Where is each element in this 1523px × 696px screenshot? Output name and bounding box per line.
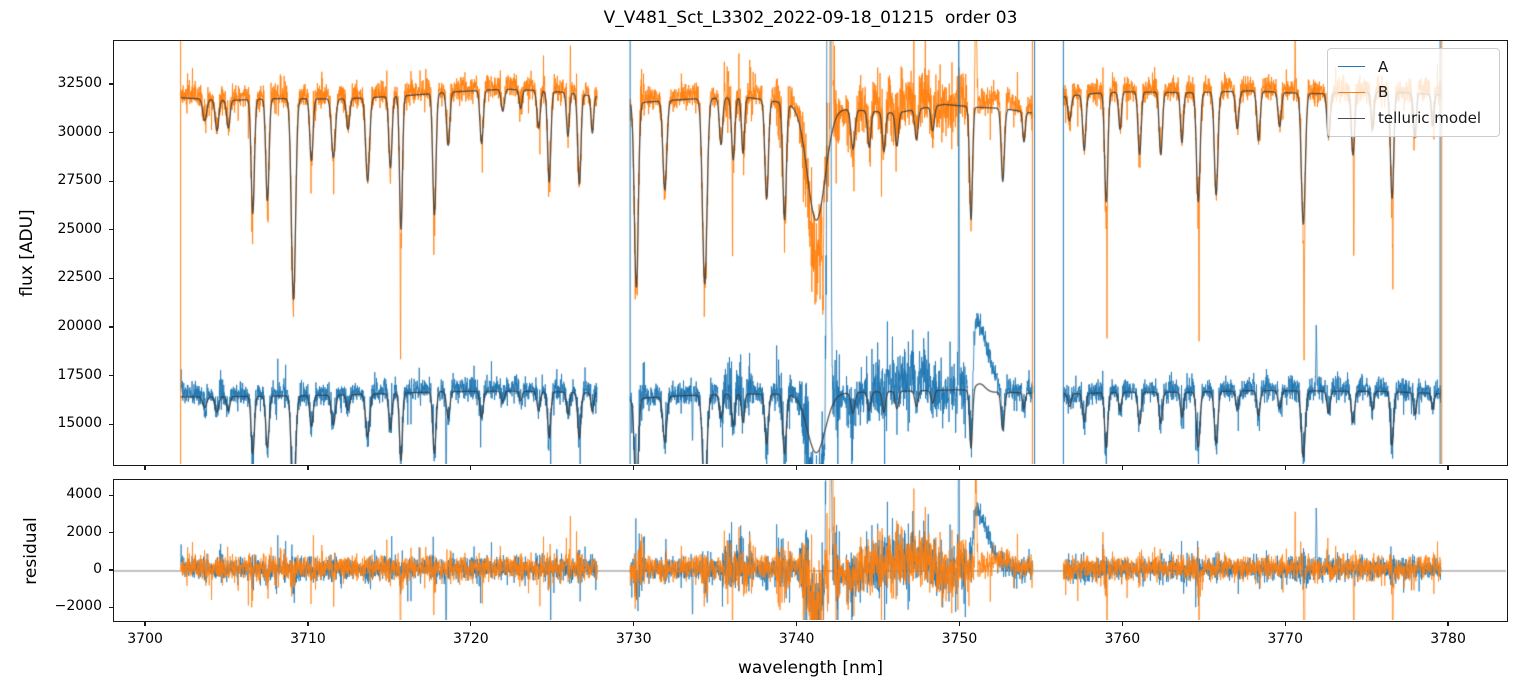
- y-tick-label: 27500: [57, 172, 102, 189]
- telluric-model-line-icon: [1338, 117, 1365, 119]
- y-tick-mark: [109, 423, 113, 425]
- y-tick-label: 20000: [57, 317, 102, 334]
- y-tick-label: 30000: [57, 123, 102, 140]
- x-tick-label: 3750: [941, 631, 978, 647]
- x-tick-label: 3730: [615, 631, 652, 647]
- y-tick-label: 32500: [57, 74, 102, 91]
- legend-label-b: B: [1378, 83, 1389, 102]
- legend: A B telluric model: [1327, 48, 1500, 137]
- y-tick-label: −2000: [54, 598, 102, 615]
- series-a-line-icon: [1338, 66, 1365, 68]
- y-tick-mark: [109, 326, 113, 328]
- y-tick-label: 25000: [57, 220, 102, 237]
- y-tick-mark: [109, 606, 113, 608]
- y-tick-mark: [109, 229, 113, 231]
- y-tick-mark: [109, 532, 113, 534]
- series-b-line-icon: [1338, 91, 1365, 93]
- y-tick-mark: [109, 83, 113, 85]
- y-tick-label: 17500: [57, 366, 102, 383]
- x-tick-mark: [144, 622, 146, 626]
- x-tick-label: 3710: [290, 631, 326, 647]
- legend-entry-b: B: [1338, 80, 1489, 104]
- x-tick-mark: [470, 622, 472, 626]
- x-tick-mark: [633, 466, 635, 470]
- x-tick-mark: [1447, 466, 1449, 470]
- y-tick-mark: [109, 569, 113, 571]
- x-tick-label: 3780: [1430, 631, 1466, 647]
- residual-panel: [113, 479, 1508, 622]
- x-tick-label: 3700: [127, 631, 163, 647]
- legend-label-telluric: telluric model: [1378, 109, 1482, 128]
- y-tick-label: 15000: [57, 415, 102, 432]
- legend-entry-telluric: telluric model: [1338, 106, 1489, 130]
- x-tick-mark: [795, 466, 798, 470]
- wavelength-axis-label: wavelength [nm]: [737, 658, 884, 678]
- legend-label-a: A: [1378, 57, 1389, 76]
- y-tick-label: 4000: [66, 486, 102, 503]
- y-tick-label: 22500: [57, 269, 102, 286]
- x-tick-mark: [1284, 622, 1286, 626]
- figure-title: V_V481_Sct_L3302_2022-09-18_01215 order …: [603, 8, 1018, 28]
- legend-entry-a: A: [1338, 55, 1489, 79]
- x-tick-mark: [1284, 466, 1286, 470]
- y-tick-mark: [109, 277, 113, 279]
- x-tick-label: 3740: [778, 631, 815, 647]
- x-tick-mark: [633, 622, 635, 626]
- y-tick-mark: [109, 131, 113, 134]
- y-tick-label: 0: [93, 560, 102, 577]
- x-tick-mark: [144, 466, 146, 470]
- x-tick-mark: [1121, 466, 1123, 470]
- x-tick-mark: [795, 622, 798, 626]
- x-tick-label: 3760: [1104, 631, 1141, 647]
- x-tick-mark: [1447, 622, 1449, 626]
- x-tick-label: 3770: [1267, 631, 1303, 647]
- y-tick-mark: [109, 494, 113, 496]
- x-tick-label: 3720: [453, 631, 489, 647]
- x-tick-mark: [1121, 622, 1123, 626]
- flux-panel: [113, 40, 1508, 466]
- y-tick-mark: [109, 374, 113, 377]
- residual-panel-canvas: [114, 480, 1506, 620]
- x-tick-mark: [307, 466, 309, 470]
- x-tick-mark: [470, 466, 472, 470]
- y-tick-mark: [109, 180, 113, 182]
- x-tick-mark: [307, 622, 309, 626]
- x-tick-mark: [958, 622, 961, 626]
- flux-panel-canvas: [114, 41, 1506, 464]
- y-tick-label: 2000: [66, 523, 102, 540]
- x-tick-mark: [958, 466, 961, 470]
